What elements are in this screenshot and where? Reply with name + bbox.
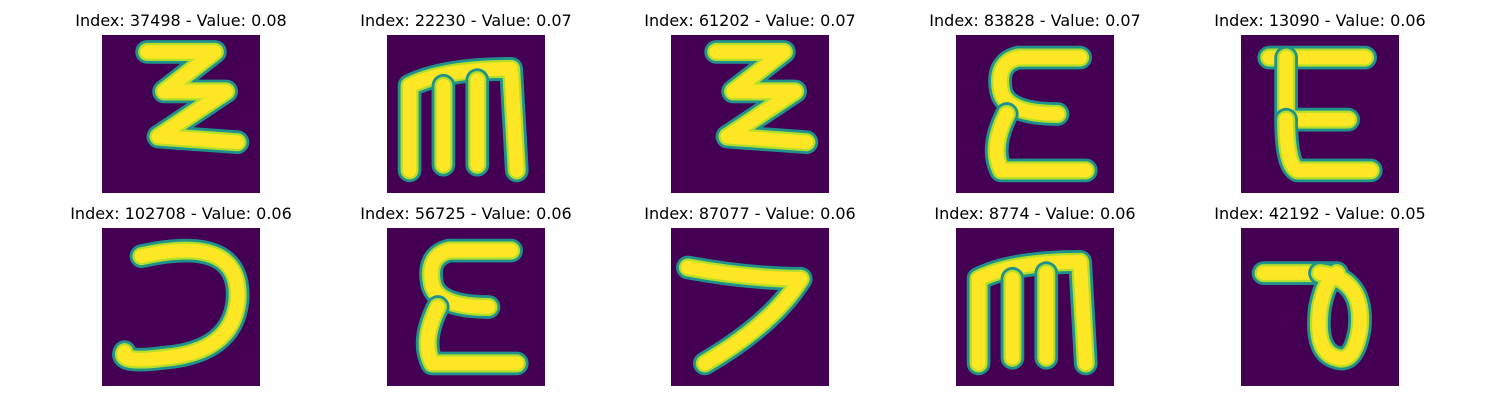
panel-title: Index: 22230 - Value: 0.07 [360, 11, 572, 30]
image-panel: Index: 37498 - Value: 0.08 [42, 11, 320, 193]
panel-title: Index: 102708 - Value: 0.06 [70, 204, 292, 223]
panel-title: Index: 61202 - Value: 0.07 [644, 11, 856, 30]
image-panel: Index: 83828 - Value: 0.07 [896, 11, 1174, 193]
letter-m-icon [387, 35, 545, 193]
glyph-stroke [681, 260, 808, 371]
image-panel: Index: 61202 - Value: 0.07 [611, 11, 889, 193]
glyph-stroke [993, 50, 1087, 121]
letter-e-icon [1241, 35, 1399, 193]
reversed-c-icon [102, 228, 260, 386]
image-panel: Index: 56725 - Value: 0.06 [327, 204, 605, 386]
loop-d-icon [1241, 228, 1399, 386]
image-panel: Index: 8774 - Value: 0.06 [896, 204, 1174, 386]
glyph-stroke [424, 243, 518, 314]
seven-stroke-icon [671, 228, 829, 386]
image-panel: Index: 87077 - Value: 0.06 [611, 204, 889, 386]
epsilon-icon [387, 228, 545, 386]
glyph-stroke [1279, 112, 1378, 178]
letter-m-icon [956, 228, 1114, 386]
panel-title: Index: 42192 - Value: 0.05 [1214, 204, 1426, 223]
glyph-stroke [420, 300, 524, 371]
panel-title: Index: 13090 - Value: 0.06 [1214, 11, 1426, 30]
epsilon-icon [956, 35, 1114, 193]
panel-title: Index: 37498 - Value: 0.08 [75, 11, 287, 30]
glyph-stroke [402, 62, 524, 178]
image-panel: Index: 42192 - Value: 0.05 [1181, 204, 1459, 386]
image-panel: Index: 13090 - Value: 0.06 [1181, 11, 1459, 193]
image-panel: Index: 22230 - Value: 0.07 [327, 11, 605, 193]
glyph-stroke [971, 255, 1093, 371]
glyph-stroke [1312, 266, 1367, 366]
panel-title: Index: 8774 - Value: 0.06 [934, 204, 1136, 223]
zigzag-z-icon [102, 35, 260, 193]
glyph-stroke [989, 107, 1093, 178]
panel-title: Index: 83828 - Value: 0.07 [929, 11, 1141, 30]
zigzag-z-icon [671, 35, 829, 193]
panel-title: Index: 87077 - Value: 0.06 [644, 204, 856, 223]
image-panel: Index: 102708 - Value: 0.06 [42, 204, 320, 386]
glyph-stroke [709, 45, 814, 149]
glyph-stroke [117, 243, 245, 367]
glyph-stroke [140, 45, 245, 149]
panel-title: Index: 56725 - Value: 0.06 [360, 204, 572, 223]
